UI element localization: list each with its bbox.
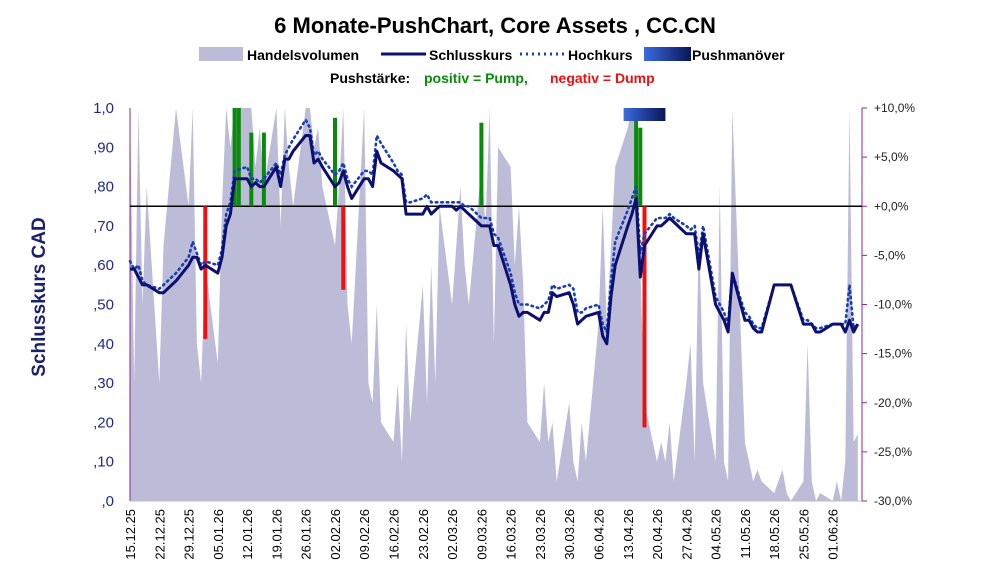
y2-tick-label: -30,0%: [874, 494, 912, 508]
x-tick-label: 13.04.26: [621, 509, 636, 560]
y-tick-label: ,70: [93, 218, 114, 235]
pump-bar: [638, 127, 643, 207]
legend-volume-label: Handelsvolumen: [247, 47, 359, 63]
dump-bar: [642, 206, 647, 428]
x-tick-label: 04.05.26: [709, 509, 724, 560]
pump-bar: [634, 108, 639, 207]
x-tick-label: 01.06.26: [826, 509, 841, 560]
y-tick-label: ,50: [93, 297, 114, 314]
pump-bar: [249, 132, 254, 207]
y-tick-label: ,80: [93, 179, 114, 196]
x-tick-label: 25.05.26: [796, 509, 811, 560]
push-manoeuvre-bar: [623, 108, 666, 121]
y-axis-title: Schlusskurs CAD: [29, 217, 50, 376]
x-tick-label: 23.03.26: [533, 509, 548, 560]
x-tick-label: 18.05.26: [767, 509, 782, 560]
x-tick-label: 22.12.25: [152, 509, 167, 560]
x-tick-label: 12.01.26: [240, 509, 255, 560]
high-series-line: [128, 117, 860, 337]
y2-tick-label: -25,0%: [874, 445, 912, 459]
pump-bar: [236, 108, 241, 207]
pump-bar: [479, 122, 484, 207]
push-strength-positive: positiv = Pump,: [424, 70, 528, 86]
legend-push-label: Pushmanöver: [692, 47, 785, 63]
x-tick-label: 02.02.26: [328, 509, 343, 560]
y2-tick-label: -10,0%: [874, 298, 912, 312]
x-tick-label: 26.01.26: [299, 509, 314, 560]
x-tick-label: 09.03.26: [474, 509, 489, 560]
y2-tick-label: -5,0%: [874, 248, 906, 262]
chart-title: 6 Monate-PushChart, Core Assets , CC.CN: [274, 13, 716, 38]
y2-tick-label: +0,0%: [874, 199, 909, 213]
y-tick-label: ,10: [93, 454, 114, 471]
y-tick-label: ,60: [93, 257, 114, 274]
y-tick-label: ,40: [93, 336, 114, 353]
y2-tick-label: -20,0%: [874, 396, 912, 410]
legend-push-swatch: [644, 47, 691, 61]
x-tick-label: 23.02.26: [416, 509, 431, 560]
push-strength-negative: negativ = Dump: [550, 70, 655, 86]
x-tick-label: 11.05.26: [738, 509, 753, 559]
pump-bar: [232, 108, 237, 207]
y-tick-label: ,0: [101, 493, 114, 510]
push-strength-note: Pushstärke: positiv = Pump, negativ = Du…: [330, 70, 655, 86]
y-tick-label: ,30: [93, 375, 114, 392]
x-tick-label: 02.03.26: [445, 509, 460, 560]
x-tick-label: 16.03.26: [504, 509, 519, 560]
y2-tick-label: +5,0%: [874, 150, 909, 164]
pump-bar: [333, 117, 337, 207]
close-series-line: [130, 134, 860, 346]
x-tick-label: 30.03.26: [562, 509, 577, 560]
x-tick-label: 15.12.25: [123, 509, 138, 560]
x-tick-label: 29.12.25: [182, 509, 197, 560]
y-tick-label: ,20: [93, 414, 114, 431]
x-tick-label: 27.04.26: [679, 509, 694, 560]
x-tick-label: 16.02.26: [387, 509, 402, 560]
legend-high-label: Hochkurs: [568, 47, 633, 63]
x-tick-label: 20.04.26: [650, 509, 665, 560]
legend-close-label: Schlusskurs: [429, 47, 512, 63]
y2-tick-label: +10,0%: [874, 101, 915, 115]
plot-area: 1,0 ,90 ,80 ,70 ,60 ,50 ,40 ,30 ,20 ,10 ,0 +10,0% +5…: [93, 100, 915, 560]
y2-tick-label: -15,0%: [874, 347, 912, 361]
dump-bar: [341, 206, 346, 290]
x-tick-label: 09.02.26: [357, 509, 372, 560]
legend: Handelsvolumen Schlusskurs Hochkurs Push…: [199, 47, 785, 63]
x-tick-label: 06.04.26: [592, 509, 607, 560]
pump-bar: [261, 132, 266, 207]
y-tick-label: ,90: [93, 139, 114, 156]
y-tick-label: 1,0: [93, 100, 114, 117]
legend-volume-swatch: [199, 47, 243, 61]
push-strength-label: Pushstärke:: [330, 70, 410, 86]
dump-bar: [203, 206, 208, 339]
x-tick-label: 19.01.26: [269, 509, 284, 560]
x-tick-label: 05.01.26: [211, 509, 226, 560]
